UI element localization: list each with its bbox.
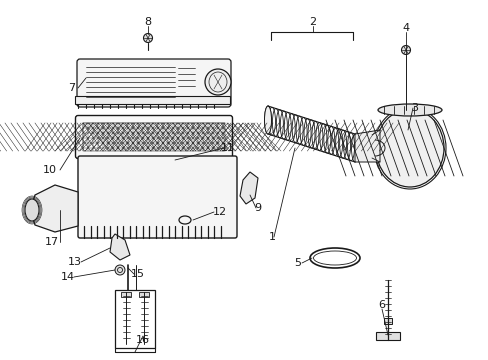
Polygon shape xyxy=(110,234,130,260)
Ellipse shape xyxy=(377,104,441,116)
Text: 6: 6 xyxy=(378,300,385,310)
Text: 2: 2 xyxy=(309,17,316,27)
Ellipse shape xyxy=(264,106,271,134)
FancyBboxPatch shape xyxy=(77,59,230,107)
Ellipse shape xyxy=(375,109,443,187)
FancyBboxPatch shape xyxy=(78,156,237,238)
Bar xyxy=(121,292,131,297)
Text: 8: 8 xyxy=(144,17,151,27)
Text: 10: 10 xyxy=(43,165,57,175)
Text: 13: 13 xyxy=(68,257,82,267)
Text: 12: 12 xyxy=(212,207,226,217)
Text: 7: 7 xyxy=(68,83,76,93)
Bar xyxy=(139,292,149,297)
Ellipse shape xyxy=(401,45,409,54)
Text: 5: 5 xyxy=(294,258,301,268)
Bar xyxy=(83,123,224,151)
Text: 14: 14 xyxy=(61,272,75,282)
Text: 11: 11 xyxy=(221,143,235,153)
Bar xyxy=(75,96,229,104)
FancyBboxPatch shape xyxy=(75,116,232,158)
Text: 9: 9 xyxy=(254,203,261,213)
Text: 15: 15 xyxy=(131,269,145,279)
Bar xyxy=(383,318,391,324)
Polygon shape xyxy=(30,185,78,232)
Ellipse shape xyxy=(115,265,125,275)
Text: 17: 17 xyxy=(45,237,59,247)
Text: 4: 4 xyxy=(402,23,409,33)
Text: 16: 16 xyxy=(136,335,150,345)
Ellipse shape xyxy=(143,33,152,42)
Text: 1: 1 xyxy=(268,232,275,242)
Polygon shape xyxy=(240,172,258,204)
Ellipse shape xyxy=(204,69,230,95)
Polygon shape xyxy=(354,130,379,162)
Bar xyxy=(375,332,399,340)
Ellipse shape xyxy=(25,199,39,221)
Text: 3: 3 xyxy=(411,103,418,113)
